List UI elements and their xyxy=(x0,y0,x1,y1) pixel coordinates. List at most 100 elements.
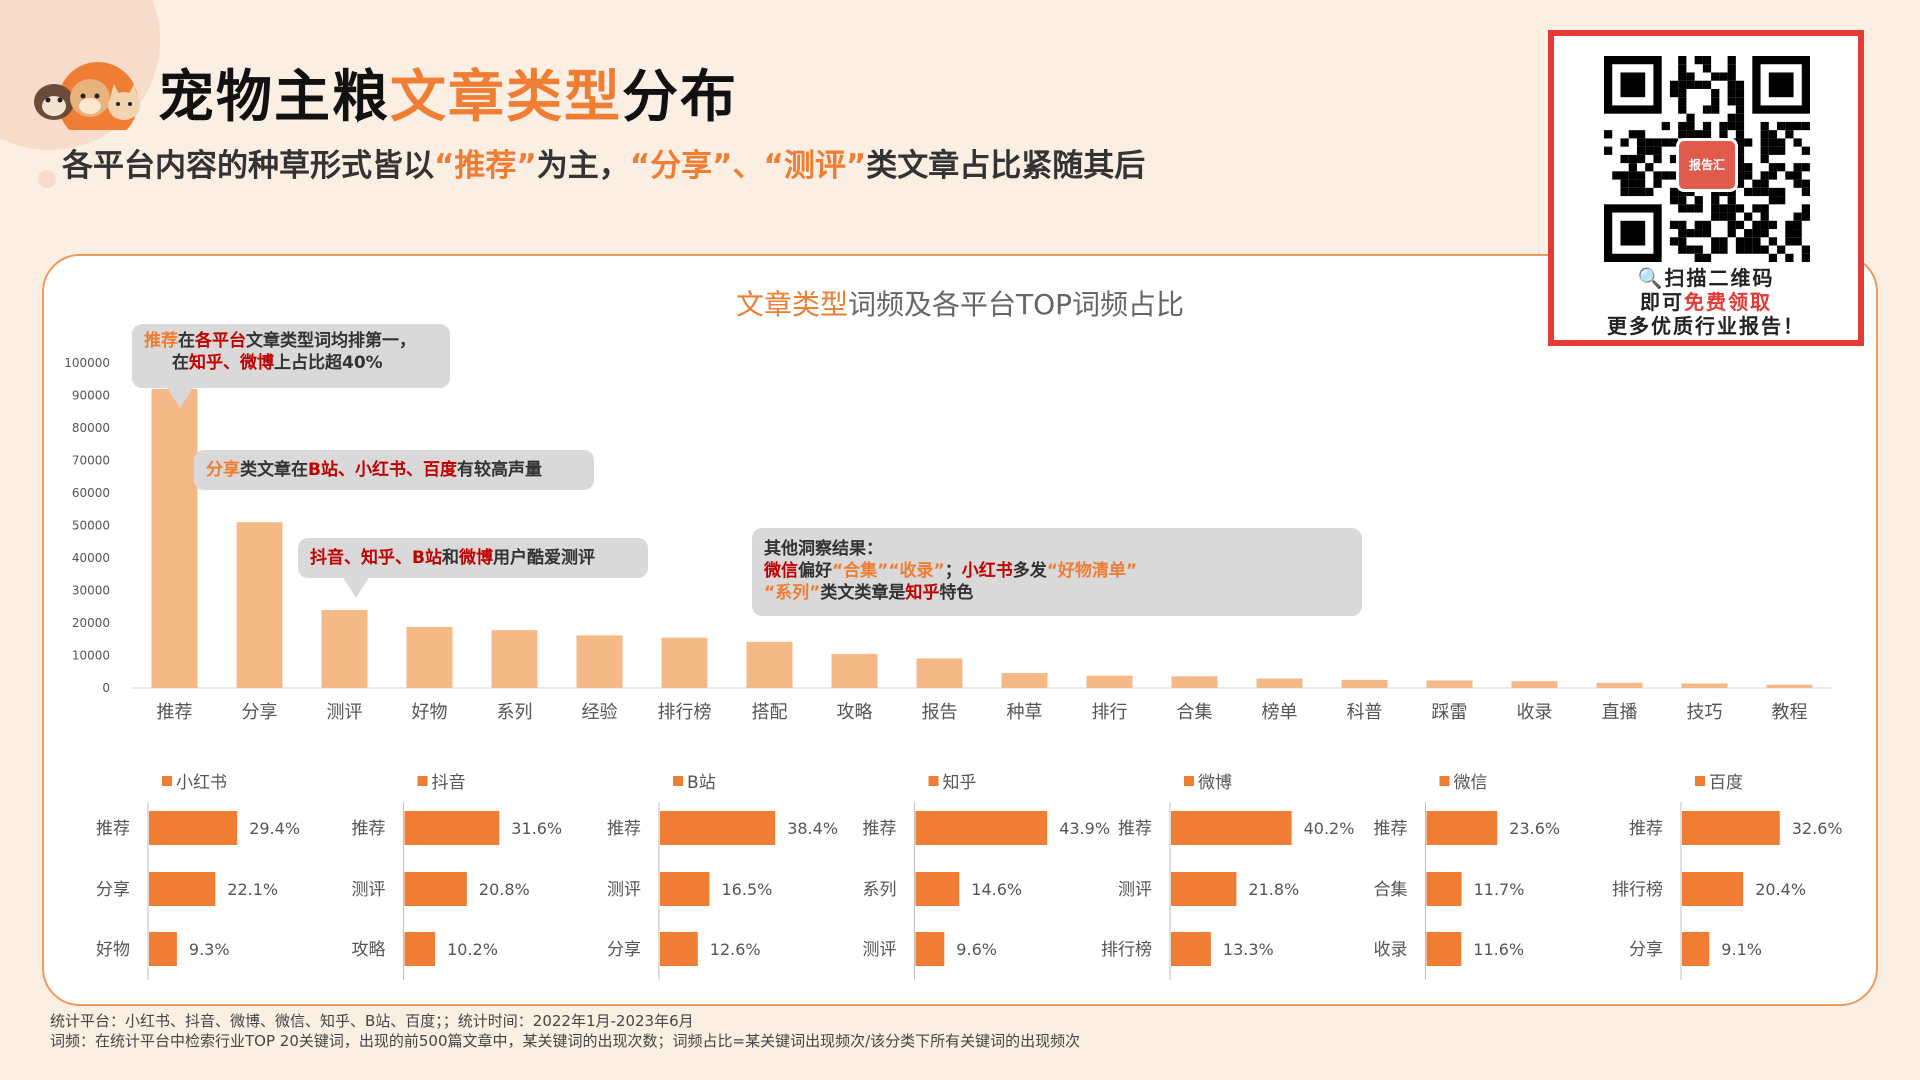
x-tick-label: 排行榜 xyxy=(658,702,712,723)
platform-value-label: 22.1% xyxy=(227,880,278,899)
platform-bar-百度-推荐 xyxy=(1682,811,1780,845)
y-tick-label: 40000 xyxy=(72,551,110,565)
platform-category-label: 合集 xyxy=(1374,880,1408,900)
x-tick-label: 经验 xyxy=(582,702,618,723)
bar-测评 xyxy=(321,610,368,688)
platform-bar-小红书-分享 xyxy=(149,872,216,906)
platform-bar-微博-排行榜 xyxy=(1171,932,1211,966)
bar-分享 xyxy=(236,522,283,688)
platform-value-label: 12.6% xyxy=(710,940,761,959)
x-tick-label: 种草 xyxy=(1007,702,1043,723)
platform-bar-百度-分享 xyxy=(1682,932,1710,966)
platform-bar-抖音-推荐 xyxy=(404,811,500,845)
platform-category-label: 推荐 xyxy=(863,819,897,839)
platform-category-label: 测评 xyxy=(863,940,897,960)
y-tick-label: 80000 xyxy=(72,421,110,435)
footnote-definition: 词频：在统计平台中检索行业TOP 20关键词，出现的前500篇文章中，某关键词的… xyxy=(50,1032,1081,1050)
bar-排行 xyxy=(1086,675,1133,688)
x-tick-label: 报告 xyxy=(922,702,958,723)
x-tick-label: 教程 xyxy=(1772,702,1808,723)
chart-title: 文章类型词频及各平台TOP词频占比 xyxy=(735,288,1185,321)
platform-bar-微信-合集 xyxy=(1426,872,1462,906)
legend-swatch xyxy=(417,776,428,786)
x-tick-label: 搭配 xyxy=(752,702,788,723)
platform-bar-B站-分享 xyxy=(660,932,698,966)
qr-line-free: 即可免费领取 xyxy=(1640,290,1772,314)
platform-value-label: 14.6% xyxy=(971,880,1022,899)
callout-pointer xyxy=(342,576,370,598)
platform-value-label: 20.4% xyxy=(1755,880,1806,899)
platform-value-label: 31.6% xyxy=(511,819,562,838)
platform-value-label: 38.4% xyxy=(787,819,838,838)
callout-review: 抖音、知乎、B站和微博用户酷爱测评 xyxy=(298,538,648,598)
platform-bar-微信-推荐 xyxy=(1426,811,1498,845)
platform-category-label: 测评 xyxy=(352,880,386,900)
platform-category-label: 分享 xyxy=(607,940,641,960)
callout-other-insights: 其他洞察结果： 微信偏好“合集”“收录”；小红书多发“好物清单” “系列”类文类… xyxy=(752,528,1362,616)
bar-教程 xyxy=(1766,684,1813,688)
platform-bar-抖音-测评 xyxy=(404,872,467,906)
bar-攻略 xyxy=(831,653,878,688)
platform-category-label: 收录 xyxy=(1374,940,1408,960)
legend-label-B站: B站 xyxy=(687,773,716,793)
y-tick-label: 100000 xyxy=(64,356,110,370)
bar-榜单 xyxy=(1256,678,1303,688)
platform-value-label: 43.9% xyxy=(1059,819,1110,838)
x-tick-label: 攻略 xyxy=(837,702,873,723)
platform-category-label: 推荐 xyxy=(1118,819,1152,839)
platform-value-label: 21.8% xyxy=(1248,880,1299,899)
bar-报告 xyxy=(916,658,963,688)
platform-bar-小红书-好物 xyxy=(149,932,177,966)
platform-category-label: 推荐 xyxy=(1629,819,1663,839)
platform-value-label: 40.2% xyxy=(1304,819,1355,838)
bar-种草 xyxy=(1001,673,1048,688)
platform-category-label: 攻略 xyxy=(352,940,386,960)
platform-value-label: 20.8% xyxy=(479,880,530,899)
y-tick-label: 10000 xyxy=(72,649,110,663)
platform-bar-知乎-系列 xyxy=(915,872,960,906)
page-title: 宠物主粮文章类型分布 xyxy=(158,65,738,130)
x-tick-label: 直播 xyxy=(1602,702,1638,723)
platform-bar-知乎-推荐 xyxy=(915,811,1048,845)
platform-category-label: 测评 xyxy=(1118,880,1152,900)
platform-bar-B站-推荐 xyxy=(660,811,776,845)
x-tick-label: 合集 xyxy=(1177,702,1213,723)
legend-swatch xyxy=(1184,776,1194,786)
bar-排行榜 xyxy=(661,637,708,688)
platform-value-label: 9.1% xyxy=(1721,940,1762,959)
legend-swatch xyxy=(162,776,172,786)
platform-bar-微信-收录 xyxy=(1426,932,1462,966)
bar-搭配 xyxy=(746,641,793,688)
legend-label-知乎: 知乎 xyxy=(943,773,977,793)
platform-value-label: 10.2% xyxy=(447,940,498,959)
platform-value-label: 11.7% xyxy=(1474,880,1525,899)
bar-经验 xyxy=(576,635,623,688)
platform-bar-微博-推荐 xyxy=(1171,811,1292,845)
bar-技巧 xyxy=(1681,683,1728,688)
platform-category-label: 排行榜 xyxy=(1101,940,1152,960)
platform-value-label: 29.4% xyxy=(249,819,300,838)
platform-category-label: 系列 xyxy=(863,880,897,900)
y-tick-label: 60000 xyxy=(72,486,110,500)
bar-直播 xyxy=(1596,682,1643,688)
x-tick-label: 测评 xyxy=(327,702,363,723)
x-tick-label: 排行 xyxy=(1092,702,1128,723)
platform-category-label: 推荐 xyxy=(96,819,130,839)
decor-circle-small xyxy=(38,170,56,188)
bar-踩雷 xyxy=(1426,680,1473,688)
x-tick-label: 踩雷 xyxy=(1432,702,1468,723)
platform-value-label: 16.5% xyxy=(722,880,773,899)
legend-label-小红书: 小红书 xyxy=(176,773,227,793)
platform-category-label: 推荐 xyxy=(607,819,641,839)
platform-bar-微博-测评 xyxy=(1171,872,1237,906)
platform-bar-百度-排行榜 xyxy=(1682,872,1744,906)
platform-bar-小红书-推荐 xyxy=(149,811,238,845)
platform-value-label: 13.3% xyxy=(1223,940,1274,959)
bar-收录 xyxy=(1511,681,1558,688)
platform-category-label: 推荐 xyxy=(1374,819,1408,839)
qr-promo-box[interactable]: 报告汇 🔍扫描二维码 即可免费领取 更多优质行业报告！ xyxy=(1548,30,1864,346)
qr-code-icon[interactable] xyxy=(1604,56,1810,262)
platform-category-label: 分享 xyxy=(96,880,130,900)
y-tick-label: 0 xyxy=(102,681,110,695)
